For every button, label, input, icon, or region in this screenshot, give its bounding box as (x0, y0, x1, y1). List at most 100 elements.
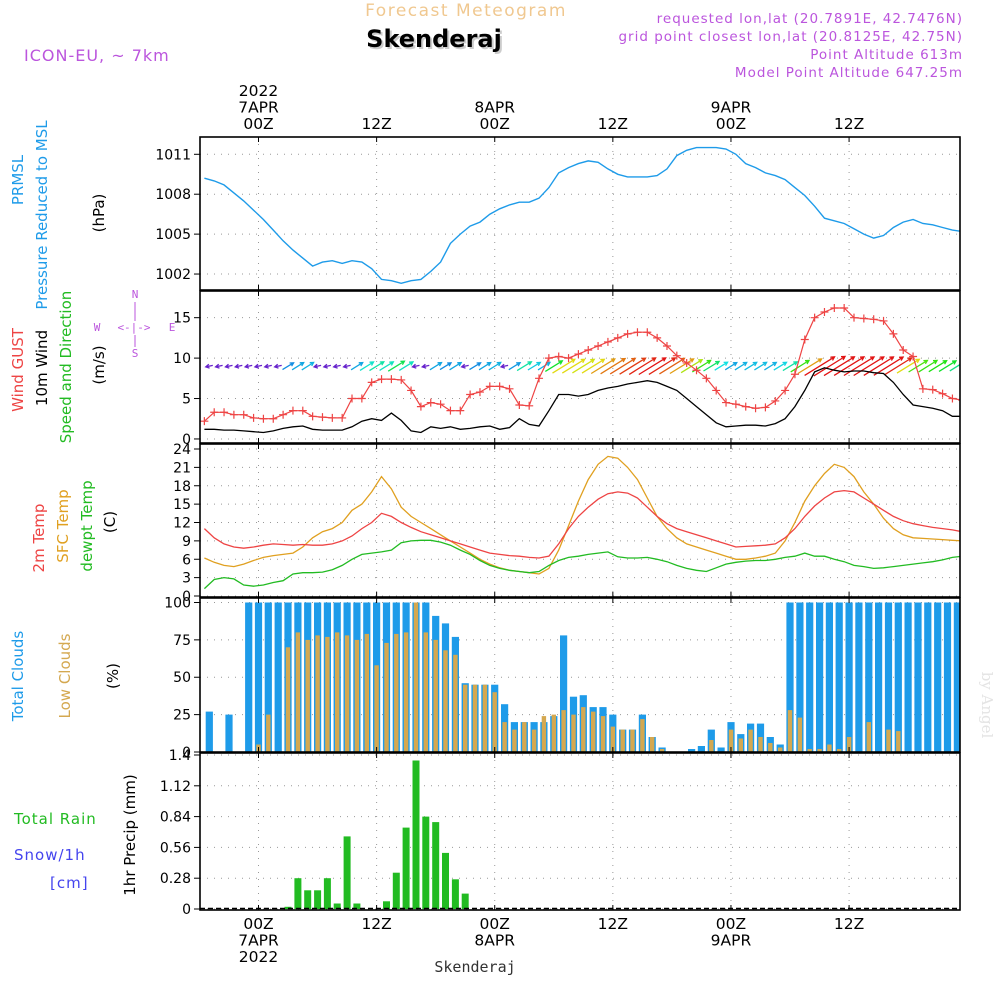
low-cloud-bar (285, 647, 291, 752)
gust-marker (820, 308, 829, 317)
low-cloud-bar (630, 729, 635, 752)
prmsl-label: PRMSL (9, 154, 27, 205)
total-cloud-bar (914, 602, 922, 752)
low-cloud-bar (886, 729, 891, 752)
low-cloud-bar (896, 731, 901, 752)
panel-frame (199, 290, 961, 444)
gust-marker (702, 374, 711, 383)
pressure-panel: 1002 1005 1008 1011 (155, 137, 960, 290)
total-cloud-bar (717, 747, 725, 752)
dewpt-temp-label: dewpt Temp (78, 480, 96, 571)
low-cloud-bar (463, 684, 468, 752)
wind-arrow (744, 361, 758, 371)
bottom-time-label: 00Z (480, 915, 510, 933)
low-cloud-bar (827, 744, 832, 752)
wind-arrow (398, 361, 415, 371)
total-cloud-bar (688, 749, 696, 752)
temp-unit-label: (C) (101, 511, 119, 533)
low-cloud-bar (394, 633, 399, 752)
wind-arrow (253, 363, 263, 369)
gust-marker (850, 313, 859, 322)
total-cloud-bar (560, 635, 568, 752)
wind-arrow (359, 361, 375, 371)
low-cloud-bar (374, 665, 379, 752)
gust-marker (554, 352, 563, 361)
gust-marker (495, 382, 504, 391)
gust-marker (210, 408, 219, 417)
panel-frame (199, 443, 961, 598)
total-cloud-bar (845, 602, 853, 752)
rain-bar (333, 903, 341, 909)
gust-marker (682, 358, 691, 367)
watermark: by Angel (978, 672, 996, 739)
wind-arrow (469, 362, 482, 371)
total-cloud-bar (924, 602, 932, 752)
wind-arrow (301, 361, 315, 371)
wind-arrow (669, 358, 695, 375)
gust-marker (800, 335, 809, 344)
total-cloud-bar (934, 602, 942, 752)
gust-marker (731, 400, 740, 409)
clouds-panel: 0 25 50 75 100 (164, 595, 960, 761)
wind-gust-label: Wind GUST (9, 327, 27, 412)
wind-arrow (754, 361, 768, 371)
point-altitude: Point Altitude 613m (810, 47, 963, 63)
y-tick-label: 25 (173, 708, 191, 724)
gust-marker (525, 401, 534, 410)
y-tick-label: 0 (182, 432, 191, 448)
gust-marker (574, 350, 583, 359)
bottom-time-label: 12Z (834, 915, 864, 933)
gust-marker (357, 394, 366, 403)
wind-arrow (734, 361, 748, 371)
gust-marker (603, 337, 612, 346)
gust-marker (692, 366, 701, 375)
low-cloud-bar (600, 716, 606, 752)
low-cloud-bar (807, 749, 812, 752)
rain-bar (432, 822, 440, 909)
compass-rose: <-|-> (117, 321, 150, 334)
gust-marker (879, 316, 888, 325)
requested-coords: requested lon,lat (20.7891E, 42.7476N) (657, 11, 963, 27)
low-cloud-bar (817, 749, 822, 752)
y-tick-label: 10 (173, 351, 191, 367)
low-cloud-bar (443, 650, 448, 752)
gust-marker (377, 375, 386, 384)
low-cloud-bar (561, 710, 566, 752)
wind-arrow (429, 361, 443, 371)
compass-s: S (132, 347, 139, 360)
wind-arrow (488, 361, 502, 371)
gust-marker (564, 354, 573, 363)
low-cloud-bar (846, 737, 852, 752)
y-tick-label: 24 (173, 442, 191, 458)
wind-arrow (918, 359, 939, 373)
wind-gust-line (203, 307, 960, 422)
bottom-time-label: 9APR (711, 932, 752, 950)
y-tick-label: 0.84 (160, 810, 191, 826)
low-cloud-bar (354, 639, 360, 752)
gust-marker (308, 412, 317, 421)
pressure-panel-labels: PRMSL Pressure Reduced to MSL (hPa) (9, 120, 108, 310)
gust-marker (535, 374, 544, 383)
total-cloud-bar (816, 602, 824, 752)
pressure-line (204, 146, 960, 285)
top-time-label: 12Z (361, 115, 391, 133)
gust-marker (633, 328, 642, 337)
gust-marker (485, 382, 494, 391)
compass-n: N (132, 288, 139, 301)
wind-arrow (609, 357, 637, 375)
rain-bar (343, 836, 351, 909)
gust-marker (544, 354, 553, 363)
wind-arrow (449, 361, 463, 371)
location-title: Skenderaj (366, 25, 502, 53)
wind-arrow (724, 361, 738, 371)
wind-arrow (928, 359, 948, 373)
wind-arrow (273, 363, 282, 369)
wind-arrow (312, 363, 322, 369)
gust-marker (279, 410, 288, 419)
wind-arrow (843, 356, 876, 377)
low-cloud-bar (581, 707, 586, 752)
y-tick-label: 1005 (155, 227, 191, 243)
wind-unit-label: (m/s) (90, 345, 108, 384)
